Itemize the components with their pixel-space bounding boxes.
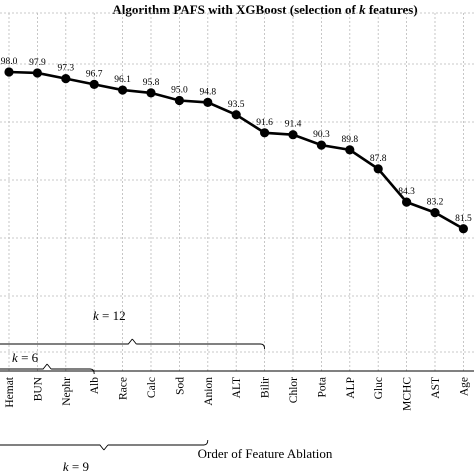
- series-line-group: 98.0 97.9 97.3 96.7 96.1 95.8 95.0 94.8 93.5 91.6…: [1, 57, 472, 234]
- data-label: 89.8: [341, 135, 358, 145]
- x-tick-labels: Hemat BUN Nephr Alb Race Calc Sod Anion ALT Bilir…: [4, 376, 470, 411]
- x-tick-label: Pota: [316, 377, 328, 397]
- x-tick-label: Nephr: [61, 377, 73, 406]
- data-point: [373, 164, 383, 174]
- data-label: 84.3: [398, 187, 415, 197]
- x-tick-label: Calc: [146, 377, 158, 398]
- data-label: 97.9: [29, 58, 46, 68]
- x-tick-label: Sod: [174, 377, 186, 395]
- data-point: [430, 208, 440, 218]
- bracket-label: k = 9: [63, 459, 89, 474]
- data-label: 97.3: [57, 64, 74, 74]
- data-point: [61, 74, 71, 84]
- grid: [0, 12, 474, 371]
- data-label: 95.0: [171, 86, 188, 96]
- x-axis-label: Order of Feature Ablation: [198, 446, 333, 461]
- data-label: 98.0: [1, 57, 18, 67]
- data-label: 87.8: [370, 154, 387, 164]
- data-point: [32, 68, 43, 78]
- group-brackets: k = 12 k = 6 k = 9: [0, 308, 266, 474]
- data-label: 95.8: [143, 78, 160, 88]
- data-label: 93.5: [228, 100, 245, 110]
- data-point: [345, 145, 355, 155]
- data-label: 94.8: [199, 87, 216, 97]
- data-point: [402, 197, 412, 207]
- data-label: 90.3: [313, 130, 330, 140]
- x-tick-label: Alb: [89, 377, 101, 395]
- data-label: 91.4: [285, 120, 302, 130]
- x-tick-label: BUN: [32, 376, 44, 401]
- bracket-path: [0, 338, 266, 350]
- x-tick-label: ALT: [231, 377, 243, 398]
- chart-title-prefix: Algorithm PAFS with XGBoost (selection o…: [112, 2, 359, 17]
- bracket-label: k = 12: [93, 308, 126, 323]
- data-point: [4, 67, 14, 77]
- data-label: 96.1: [114, 75, 131, 85]
- x-tick-label: Hemat: [4, 376, 16, 407]
- data-point: [118, 85, 128, 95]
- x-tick-label: Chlor: [288, 377, 300, 403]
- bracket-path: [0, 363, 95, 375]
- data-point: [174, 95, 184, 106]
- data-point: [458, 224, 468, 234]
- data-label: 81.5: [455, 214, 472, 224]
- data-point: [316, 140, 326, 150]
- x-tick-label: MCHC: [402, 377, 414, 411]
- x-tick-label: Age: [458, 377, 470, 396]
- bracket-label: k = 6: [12, 350, 39, 365]
- data-point: [288, 130, 298, 140]
- data-point: [146, 88, 156, 98]
- data-label: 96.7: [86, 69, 103, 79]
- data-label: 83.2: [427, 198, 444, 208]
- data-point: [231, 110, 241, 120]
- bracket-path: [0, 439, 209, 451]
- x-tick-label: Anion: [203, 377, 215, 406]
- chart-title-var: k: [359, 2, 366, 17]
- data-point: [260, 128, 270, 138]
- x-tick-label: Race: [118, 377, 130, 400]
- data-point: [89, 79, 99, 89]
- chart-title-suffix: features): [366, 2, 418, 17]
- x-tick-label: AST: [430, 377, 442, 399]
- x-tick-label: Gluc: [373, 377, 385, 399]
- x-tick-label: Bilir: [260, 377, 272, 398]
- data-point: [203, 97, 213, 107]
- x-tick-label: ALP: [345, 377, 357, 399]
- data-label: 91.6: [256, 118, 273, 128]
